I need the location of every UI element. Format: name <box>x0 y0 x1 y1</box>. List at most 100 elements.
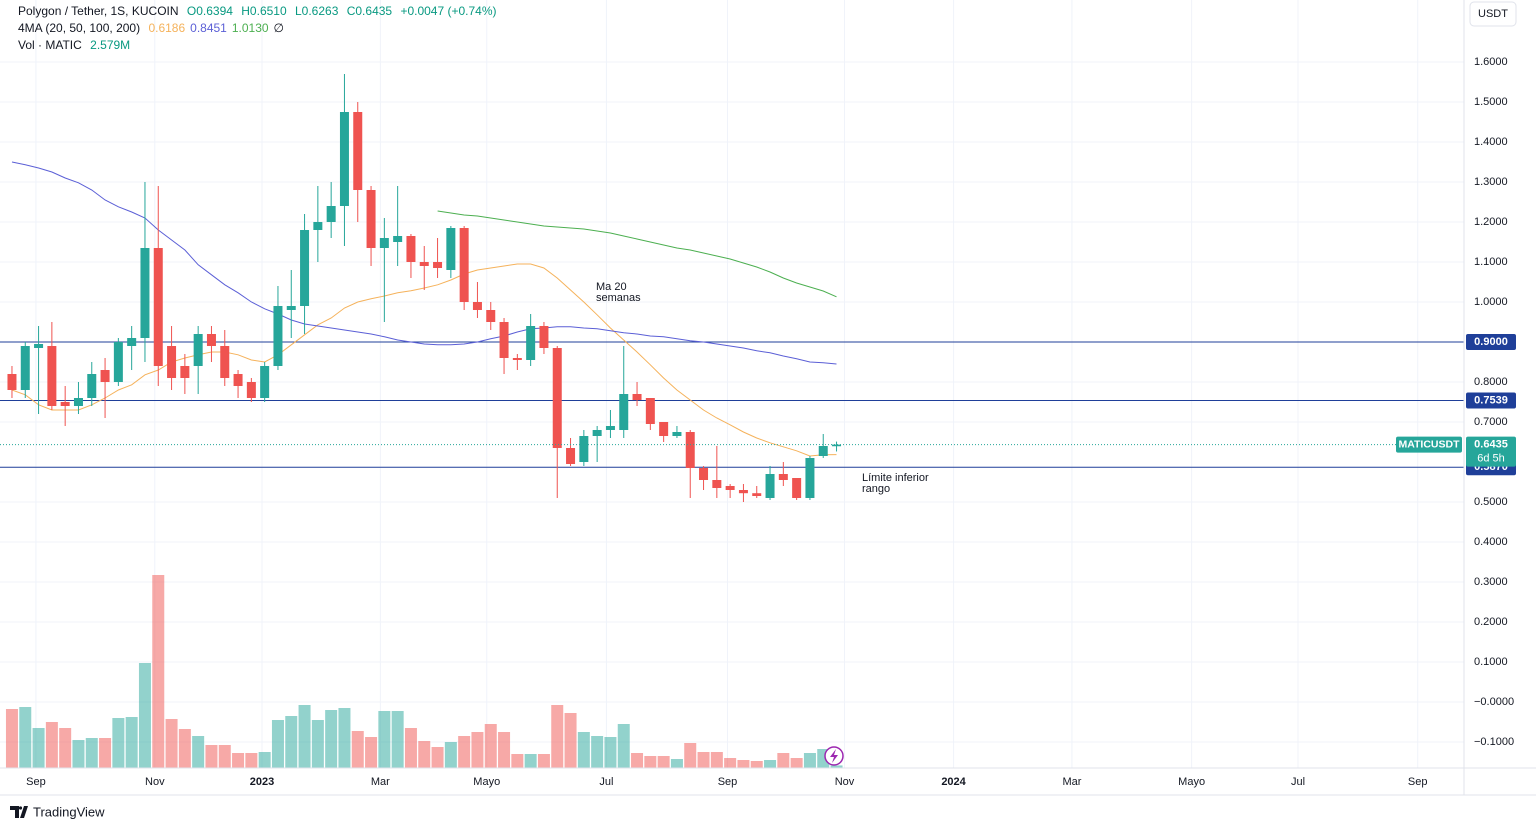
volume-bar <box>444 742 457 768</box>
volume-bar <box>484 724 497 768</box>
volume-bar <box>790 758 803 768</box>
candle-body <box>712 480 722 488</box>
volume-value: 2.579M <box>90 38 131 52</box>
y-tick-label: 1.2000 <box>1474 216 1508 228</box>
volume-bar <box>258 752 271 768</box>
volume-bar <box>19 707 32 768</box>
x-tick-label: Sep <box>1408 776 1428 788</box>
candle-body <box>685 432 695 468</box>
x-tick-label: Jul <box>599 776 613 788</box>
volume-bar <box>631 753 644 768</box>
volume-bar <box>750 761 763 768</box>
volume-bar <box>218 745 231 768</box>
volume-bar <box>232 753 245 768</box>
symbol: Polygon / Tether, 1S, KUCOIN <box>18 4 179 18</box>
candle-body <box>113 342 123 382</box>
candle-body <box>738 490 748 494</box>
last-price-name-box <box>1396 436 1462 453</box>
candle-body <box>539 326 549 348</box>
volume-bar <box>192 736 205 768</box>
volume-row: Vol · MATIC 2.579M <box>18 37 502 54</box>
candle-body <box>446 228 456 270</box>
candle-body <box>579 436 589 462</box>
candle-body <box>34 344 44 348</box>
volume-bar <box>577 732 590 768</box>
brand-logo <box>10 806 28 818</box>
ohlc-high: H0.6510 <box>241 4 287 18</box>
x-tick-label: Nov <box>145 776 165 788</box>
ma-value: 1.0130 <box>231 21 269 35</box>
volume-bar <box>684 743 697 768</box>
currency-button[interactable] <box>1469 1 1517 27</box>
candle-body <box>180 366 190 378</box>
y-tick-label: 1.6000 <box>1474 56 1508 68</box>
candle-body <box>419 262 429 266</box>
y-tick-label: 1.1000 <box>1474 256 1508 268</box>
volume-bar <box>777 753 790 768</box>
candle-body <box>605 426 615 430</box>
volume-bar <box>365 737 378 768</box>
y-tick-label: 0.3000 <box>1474 576 1508 588</box>
volume-bar <box>391 711 404 768</box>
moving-average-line <box>11 263 837 457</box>
y-tick-label: 0.1000 <box>1474 656 1508 668</box>
volume-bar <box>298 705 311 768</box>
volume-bar <box>338 708 351 768</box>
candle-body <box>592 430 602 436</box>
x-tick-label: 2023 <box>250 776 274 788</box>
x-tick-label: Sep <box>26 776 46 788</box>
candle-body <box>100 370 110 382</box>
candle-body <box>286 306 296 310</box>
volume-bar <box>165 719 178 768</box>
candle-body <box>433 262 443 268</box>
ma-value: ∅ <box>273 21 284 35</box>
candle-body <box>393 236 403 242</box>
level-label: 0.7539 <box>1474 394 1508 406</box>
y-tick-label: −0.0000 <box>1474 696 1514 708</box>
last-price-name: MATICUSDT <box>1398 438 1460 450</box>
volume-bar <box>125 717 138 768</box>
candle-body <box>486 310 496 322</box>
level-label-box <box>1466 392 1516 409</box>
volume-bar <box>724 758 737 768</box>
candle-body <box>260 366 270 398</box>
candle-body <box>153 248 163 366</box>
volume-bar <box>112 718 125 768</box>
y-tick-label: 1.4000 <box>1474 136 1508 148</box>
countdown: 6d 5h <box>1477 453 1505 465</box>
bolt-icon <box>824 746 844 766</box>
candle-body <box>566 448 576 464</box>
candle-body <box>273 306 283 366</box>
candle-body <box>792 478 802 498</box>
candle-body <box>47 346 57 406</box>
annotation: Límite inferior <box>862 472 929 484</box>
y-tick-label: 0.2000 <box>1474 616 1508 628</box>
volume-bar <box>657 756 670 768</box>
volume-bar <box>697 752 710 768</box>
volume-bar <box>551 705 564 768</box>
volume-bar <box>670 759 683 768</box>
candle-body <box>246 382 256 398</box>
candle-body <box>832 444 842 447</box>
volume-bar <box>564 713 577 768</box>
volume-bar <box>99 738 112 768</box>
ma-label: 4MA (20, 50, 100, 200) <box>18 21 141 35</box>
candle-body <box>699 468 709 480</box>
volume-bar <box>138 663 151 768</box>
volume-bar <box>178 729 191 768</box>
candle-body <box>167 346 177 378</box>
y-tick-label: −0.1000 <box>1474 736 1514 748</box>
volume-bar <box>152 575 165 768</box>
grid <box>0 0 1464 768</box>
volume-bar <box>591 736 604 768</box>
volume-bar <box>764 760 777 768</box>
volume-bar <box>285 716 298 768</box>
annotation: rango <box>862 483 890 495</box>
y-tick-label: 1.0000 <box>1474 296 1508 308</box>
candle-body <box>206 334 216 346</box>
candle-body <box>127 338 137 346</box>
candle-body <box>313 222 323 230</box>
volume-bar <box>710 752 723 768</box>
last-price-box <box>1466 436 1516 467</box>
